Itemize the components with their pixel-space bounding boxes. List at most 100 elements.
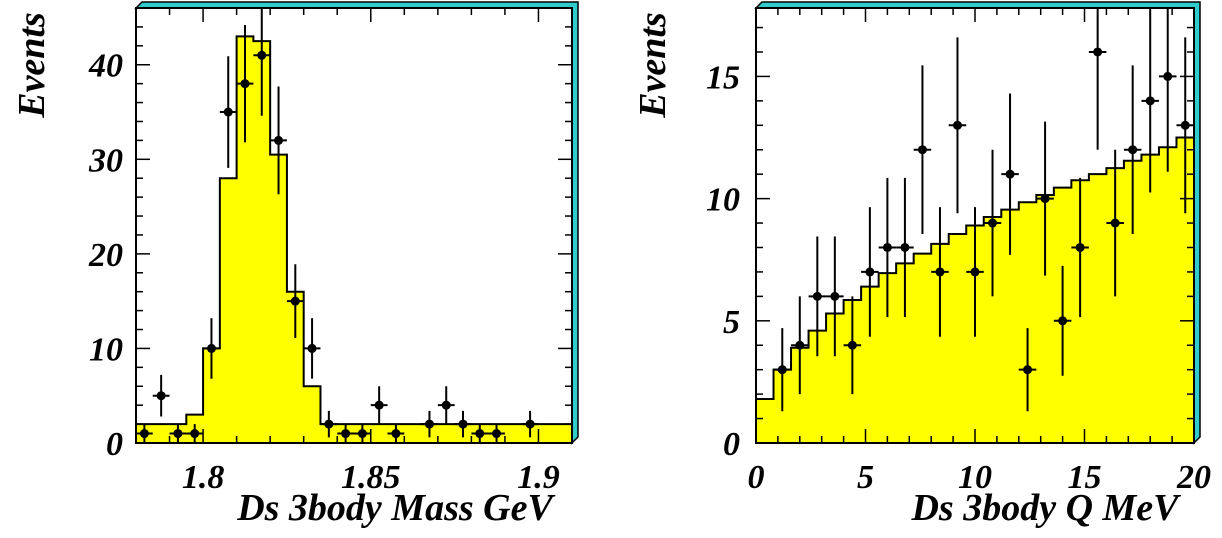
data-marker (1093, 47, 1103, 57)
data-marker (441, 400, 451, 410)
y-tick-label: 20 (88, 237, 123, 274)
y-axis-label: Events (11, 12, 53, 119)
data-marker (341, 429, 351, 439)
x-tick-label: 5 (857, 459, 874, 496)
data-marker (1040, 194, 1050, 204)
data-point (421, 410, 438, 438)
data-point (286, 264, 304, 339)
data-marker (206, 343, 216, 353)
mass-histogram-panel: 1.8 1.85 1.9 0 10 20 30 40 Ds 3body Mass GeV Even… (11, 1, 579, 529)
data-point (1088, 8, 1107, 150)
data-marker (173, 429, 183, 439)
x-tick-label: 0 (748, 459, 765, 496)
y-tick-label: 15 (706, 59, 740, 96)
data-marker (240, 79, 250, 89)
x-tick-label: 10 (958, 459, 992, 496)
data-marker (830, 291, 840, 301)
data-point (896, 177, 914, 318)
x-tick-label: 1.8 (182, 459, 225, 496)
y-tick-label: 10 (706, 182, 740, 219)
data-point (186, 424, 204, 443)
data-marker (1128, 145, 1138, 155)
plot-area (136, 8, 572, 443)
data-point (169, 424, 187, 443)
data-point (1123, 65, 1142, 235)
data-marker (795, 340, 805, 350)
data-point (878, 177, 897, 318)
data-marker (290, 296, 300, 306)
x-axis-label: Ds 3body Mass GeV (236, 487, 555, 529)
data-point (488, 424, 505, 443)
data-point (320, 410, 338, 438)
data-point (966, 207, 984, 337)
data-marker (952, 120, 962, 130)
y-tick-label: 0 (106, 426, 123, 463)
data-marker (847, 340, 857, 350)
data-point (931, 207, 949, 337)
data-marker (812, 291, 822, 301)
data-marker (324, 419, 334, 429)
data-marker (525, 419, 535, 429)
x-tick-label: 1.85 (341, 459, 401, 496)
plot-frame (135, 7, 573, 444)
y-axis-label: Events (632, 12, 674, 119)
data-marker (139, 429, 149, 439)
data-point (454, 410, 472, 438)
data-point (354, 424, 371, 443)
data-point (253, 8, 271, 116)
data-point (1141, 9, 1159, 193)
data-marker (190, 429, 200, 439)
data-point (843, 296, 862, 395)
data-marker (424, 419, 434, 429)
data-marker (970, 267, 980, 277)
data-point (437, 386, 455, 425)
data-point (861, 207, 879, 337)
data-point (236, 25, 254, 143)
y-tick-label: 10 (89, 331, 123, 368)
data-marker (156, 391, 166, 401)
x-tick-label: 20 (1176, 459, 1211, 496)
data-marker (1145, 96, 1155, 106)
x-axis-label: Ds 3body Q MeV (910, 487, 1181, 529)
x-tick-label: 15 (1068, 459, 1102, 496)
data-point (913, 65, 932, 235)
data-marker (274, 135, 284, 145)
data-marker (391, 429, 401, 439)
data-point (808, 236, 827, 357)
data-point (983, 149, 1002, 297)
data-point (521, 410, 539, 438)
data-point (1053, 265, 1072, 376)
data-point (826, 236, 844, 357)
data-marker (865, 267, 875, 277)
data-point (136, 424, 153, 443)
data-point (773, 328, 792, 412)
y-tick-label: 30 (88, 142, 123, 179)
y-tick-label: 0 (723, 426, 740, 463)
data-point (1036, 121, 1054, 276)
data-point (337, 424, 354, 443)
data-point (791, 296, 809, 395)
data-marker (223, 107, 233, 117)
y-tick-label: 5 (723, 304, 740, 341)
x-tick-label: 1.9 (517, 459, 560, 496)
data-marker (1005, 169, 1015, 179)
data-marker (475, 429, 485, 439)
data-point (152, 374, 170, 417)
data-marker (1163, 71, 1173, 81)
data-point (370, 386, 388, 425)
data-point (948, 37, 967, 214)
data-marker (374, 400, 384, 410)
data-marker (1058, 316, 1068, 326)
data-point (270, 86, 287, 195)
data-marker (458, 419, 468, 429)
data-marker (307, 343, 317, 353)
data-marker (882, 242, 892, 252)
data-point (1018, 328, 1037, 412)
data-point (219, 56, 237, 168)
data-marker (1023, 365, 1033, 375)
data-marker (1075, 242, 1085, 252)
data-marker (1180, 120, 1190, 130)
data-point (203, 318, 220, 379)
